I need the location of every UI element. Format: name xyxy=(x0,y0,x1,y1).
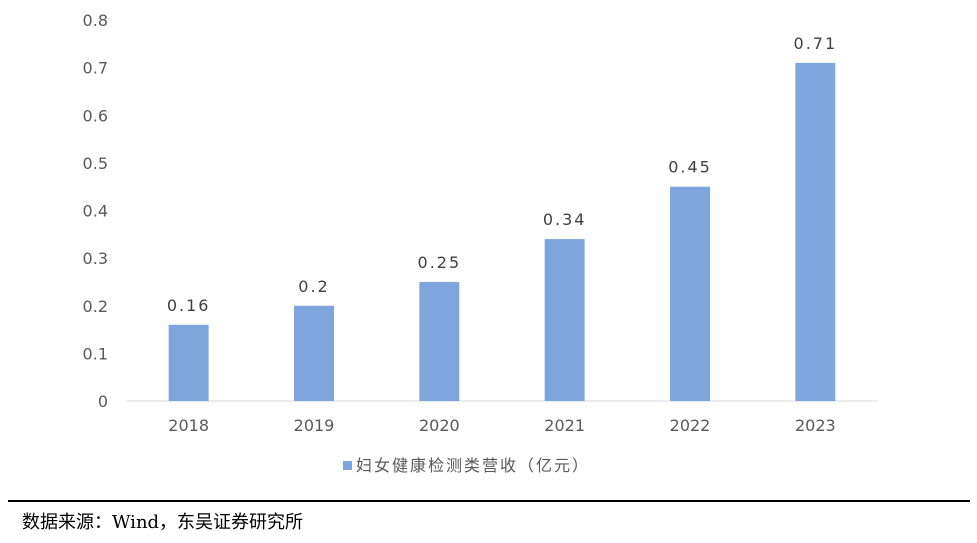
data-label: 0.45 xyxy=(668,158,712,177)
x-tick-label: 2021 xyxy=(544,416,585,435)
y-tick-label: 0.7 xyxy=(83,59,108,78)
y-tick-label: 0.5 xyxy=(83,154,108,173)
data-label: 0.71 xyxy=(794,34,838,53)
data-label: 0.2 xyxy=(298,277,329,296)
data-label: 0.25 xyxy=(418,253,462,272)
data-label: 0.34 xyxy=(543,210,587,229)
x-tick-label: 2019 xyxy=(294,416,335,435)
bar-2019 xyxy=(294,305,334,401)
y-tick-label: 0 xyxy=(98,392,108,411)
legend-label: 妇女健康检测类营收（亿元） xyxy=(356,456,590,475)
y-tick-label: 0.6 xyxy=(83,106,108,125)
x-tick-label: 2018 xyxy=(168,416,209,435)
data-label: 0.16 xyxy=(167,296,211,315)
bar-chart: 0 0.1 0.2 0.3 0.4 0.5 0.6 0.7 0.8 0.16 2018 0.2 2019… xyxy=(83,11,878,475)
x-tick-label: 2020 xyxy=(419,416,460,435)
x-tick-label: 2022 xyxy=(670,416,711,435)
y-tick-label: 0.8 xyxy=(83,11,108,30)
source-note: 数据来源：Wind，东吴证券研究所 xyxy=(22,512,304,533)
bar-2022 xyxy=(670,186,710,401)
y-tick-label: 0.3 xyxy=(83,249,108,268)
x-tick-label: 2023 xyxy=(795,416,836,435)
bar-2023 xyxy=(795,62,836,402)
divider-line xyxy=(8,500,970,502)
bar-2021 xyxy=(544,239,585,401)
y-tick-label: 0.2 xyxy=(83,297,108,316)
bar-2018 xyxy=(168,324,209,401)
y-tick-label: 0.1 xyxy=(83,344,108,363)
legend-swatch xyxy=(343,461,352,470)
y-tick-label: 0.4 xyxy=(83,202,108,221)
bar-2020 xyxy=(419,281,460,401)
